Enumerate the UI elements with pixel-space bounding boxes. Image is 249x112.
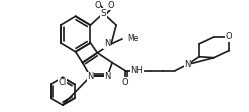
Text: O: O xyxy=(225,32,232,41)
Text: N: N xyxy=(104,72,110,81)
Text: O: O xyxy=(94,1,101,10)
Text: NH: NH xyxy=(130,66,143,75)
Text: O: O xyxy=(108,1,115,10)
Text: Cl: Cl xyxy=(59,78,67,87)
Text: O: O xyxy=(122,78,128,87)
Text: N: N xyxy=(184,60,190,69)
Text: N: N xyxy=(104,39,110,48)
Text: S: S xyxy=(100,9,106,18)
Text: N: N xyxy=(87,72,94,81)
Text: Me: Me xyxy=(127,34,138,43)
